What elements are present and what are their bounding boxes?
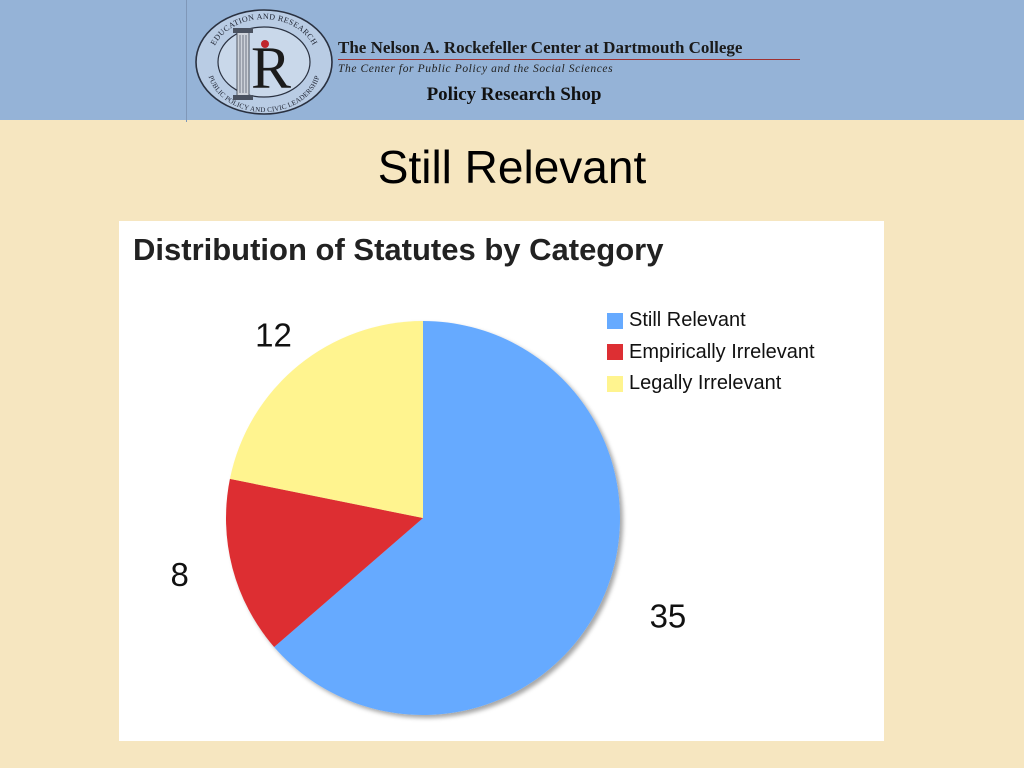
pie-chart: 35 8 12 — [170, 316, 687, 715]
legend-swatch — [607, 312, 623, 329]
pie-value-label-legally-irrelevant: 12 — [255, 316, 292, 353]
legend-item: Legally Irrelevant — [607, 368, 815, 400]
header-banner: EDUCATION AND RESEARCH PUBLIC POLICY AND… — [0, 0, 1024, 122]
pie-slice-legally-irrelevant — [229, 321, 423, 518]
org-tagline: The Center for Public Policy and the Soc… — [338, 63, 614, 75]
pie-value-label-empirically-irrelevant: 8 — [170, 556, 188, 593]
org-name-underline — [338, 59, 800, 60]
chart-legend: Still Relevant Empirically Irrelevant Lega… — [607, 305, 815, 400]
slide-title: Still Relevant — [377, 141, 647, 193]
pie-slice-empirically-irrelevant — [226, 478, 423, 648]
banner-divider — [186, 0, 187, 122]
center-seal-logo: EDUCATION AND RESEARCH PUBLIC POLICY AND… — [195, 9, 333, 115]
svg-text:R: R — [251, 35, 291, 101]
legend-item: Still Relevant — [607, 305, 815, 337]
legend-swatch — [607, 344, 623, 361]
legend-label: Legally Irrelevant — [629, 372, 782, 395]
legend-swatch — [607, 375, 623, 392]
pie-slice-still-relevant — [274, 321, 620, 715]
org-name: The Nelson A. Rockefeller Center at Dart… — [338, 38, 743, 57]
chart-title: Distribution of Statutes by Category — [133, 232, 664, 267]
legend-label: Still Relevant — [629, 309, 746, 332]
pie-value-label-still-relevant: 35 — [650, 598, 687, 635]
legend-item: Empirically Irrelevant — [607, 337, 815, 369]
shop-name: Policy Research Shop — [426, 84, 602, 105]
legend-label: Empirically Irrelevant — [629, 340, 815, 363]
pie-chart-panel: 35 8 12 Distribution of Statutes by Catego… — [119, 221, 884, 741]
